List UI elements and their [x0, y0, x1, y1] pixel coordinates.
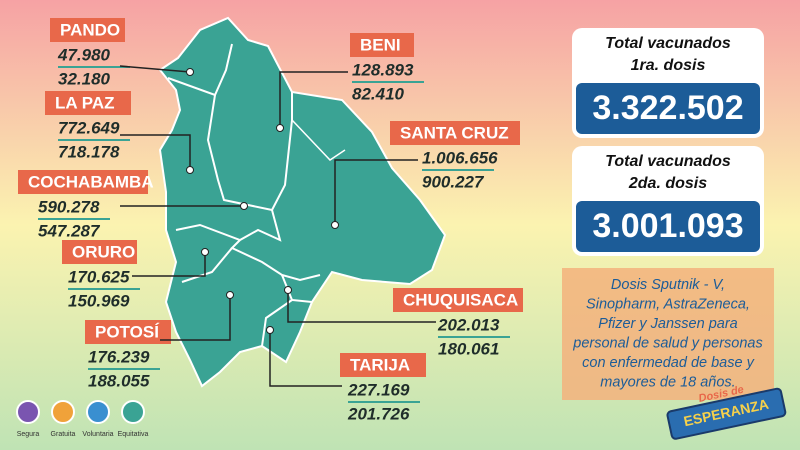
leader-dot — [266, 326, 274, 334]
name-box — [50, 18, 125, 42]
leader-line — [287, 290, 436, 323]
dose2-value: 201.726 — [347, 404, 410, 423]
department-name: SANTA CRUZ — [400, 123, 509, 142]
dose1-value: 590.278 — [38, 197, 100, 216]
department-label: BENI 128.893 82.410 — [276, 33, 424, 132]
leader-line — [269, 330, 342, 387]
department-name: COCHABAMBA — [28, 172, 154, 191]
leader-dot — [201, 248, 209, 256]
leader-line — [132, 252, 206, 277]
total-title: Total vacunados — [605, 35, 731, 52]
total-value-box — [576, 201, 760, 252]
note-line: personal de salud y personas — [572, 335, 762, 351]
badge-label: Voluntaria — [82, 431, 113, 438]
badge-icon — [121, 400, 145, 424]
badge-icon — [16, 400, 40, 424]
dose2-value: 180.061 — [438, 339, 499, 358]
name-box — [390, 121, 520, 145]
department-name: TARIJA — [350, 355, 410, 374]
name-box — [45, 91, 131, 115]
dose1-value: 772.649 — [58, 118, 120, 137]
dose1-value: 1.006.656 — [422, 148, 498, 167]
dose2-value: 82.410 — [352, 84, 405, 103]
department-label: PANDO 47.980 32.180 — [50, 18, 194, 88]
note-line: Pfizer y Janssen para — [598, 316, 737, 332]
leader-dot — [240, 202, 248, 210]
name-box — [62, 240, 137, 264]
department-label: ORURO 170.625 150.969 — [62, 240, 209, 310]
note-line: mayores de 18 años. — [600, 374, 735, 390]
note-line: Dosis Sputnik - V, — [611, 277, 725, 293]
note-box — [562, 268, 774, 400]
leader-line — [120, 134, 191, 170]
name-box — [18, 170, 148, 194]
leader-dot — [276, 124, 284, 132]
department-name: POTOSÍ — [95, 322, 160, 341]
total-title: Total vacunados — [605, 153, 731, 170]
total-value: 3.322.502 — [592, 89, 743, 127]
badge-label: Gratuita — [51, 431, 76, 438]
leader-dot — [226, 291, 234, 299]
name-box — [340, 353, 426, 377]
leader-line — [334, 159, 418, 225]
dose1-value: 47.980 — [57, 45, 111, 64]
leader-dot — [284, 286, 292, 294]
dose2-value: 718.178 — [58, 142, 120, 161]
department-name: BENI — [360, 35, 401, 54]
department-label: LA PAZ 772.649 718.178 — [45, 91, 194, 174]
note-line: Sinopharm, AstraZeneca, — [586, 296, 750, 312]
syringe-body — [666, 387, 787, 440]
leader-line — [279, 71, 348, 128]
name-box — [350, 33, 414, 57]
leader-line — [160, 295, 231, 341]
dose1-value: 170.625 — [68, 267, 130, 286]
department-label: TARIJA 227.169 201.726 — [266, 326, 426, 423]
total-title: 1ra. dosis — [631, 57, 706, 74]
badge-label: Equitativa — [118, 431, 149, 438]
department-label: POTOSÍ 176.239 188.055 — [85, 291, 234, 390]
dose2-value: 900.227 — [422, 172, 485, 191]
dose1-value: 227.169 — [347, 380, 410, 399]
total-value: 3.001.093 — [592, 207, 743, 245]
dose1-value: 202.013 — [437, 315, 500, 334]
total-value-box — [576, 83, 760, 134]
department-label: CHUQUISACA 202.013 180.061 — [284, 286, 523, 358]
leader-dot — [186, 68, 194, 76]
department-name: PANDO — [60, 20, 120, 39]
department-label: SANTA CRUZ 1.006.656 900.227 — [331, 121, 520, 229]
leader-dot — [186, 166, 194, 174]
dose1-value: 128.893 — [352, 60, 414, 79]
dose2-value: 188.055 — [88, 371, 150, 390]
leader-line — [119, 65, 191, 73]
department-name: LA PAZ — [55, 93, 115, 112]
department-label: COCHABAMBA 590.278 547.287 — [18, 170, 248, 240]
name-box — [393, 288, 523, 312]
badge-icon — [51, 400, 75, 424]
leader-dot — [331, 221, 339, 229]
dose1-value: 176.239 — [88, 347, 150, 366]
dose2-value: 32.180 — [58, 69, 111, 88]
department-name: ORURO — [72, 242, 135, 261]
department-name: CHUQUISACA — [403, 290, 518, 309]
total-title: 2da. dosis — [628, 175, 707, 192]
name-box — [85, 320, 171, 344]
dose2-value: 150.969 — [68, 291, 130, 310]
badge-icon — [86, 400, 110, 424]
dose2-value: 547.287 — [38, 221, 101, 240]
badge-label: Segura — [17, 431, 40, 438]
note-line: con enfermedad de base y — [582, 355, 754, 371]
